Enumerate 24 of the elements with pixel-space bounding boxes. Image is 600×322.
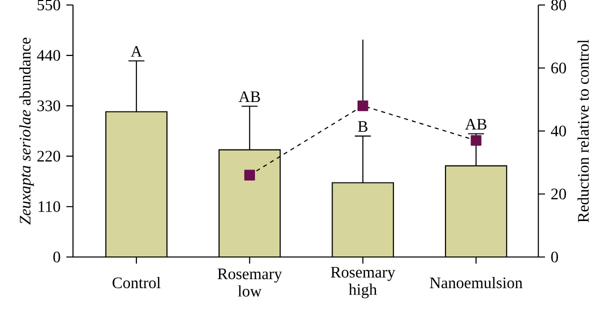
y-tick-label: 220 <box>37 150 60 162</box>
y2-tick-label: 80 <box>551 0 566 10</box>
annotation: AB <box>238 91 260 102</box>
y2-tick-label: 20 <box>551 188 566 200</box>
y2-axis-title: Reduction relative to control <box>578 40 589 222</box>
y-tick-label: 440 <box>37 50 60 61</box>
y2-tick-label: 0 <box>551 252 558 262</box>
y-tick-label: 550 <box>38 0 60 10</box>
x-tick-label: Nanoemulsion <box>430 276 522 288</box>
point <box>244 170 255 180</box>
annotation: A <box>130 46 142 57</box>
x-tick-label: Rosemary low <box>218 268 282 297</box>
x-tick-label: Control <box>112 276 161 288</box>
annotation: AB <box>465 118 486 130</box>
y-tick-label: 110 <box>38 201 60 212</box>
x-tick-label: Rosemary high <box>330 266 396 298</box>
y2-tick-label: 40 <box>550 126 566 136</box>
annotation: B <box>358 121 368 132</box>
y-axis-title: Zeuxapta seriolae abundance <box>19 38 34 225</box>
point <box>470 135 482 146</box>
point <box>358 100 368 112</box>
y-tick-label: 330 <box>38 100 60 112</box>
y-tick-label: 0 <box>53 252 60 262</box>
y2-tick-label: 60 <box>551 62 566 74</box>
